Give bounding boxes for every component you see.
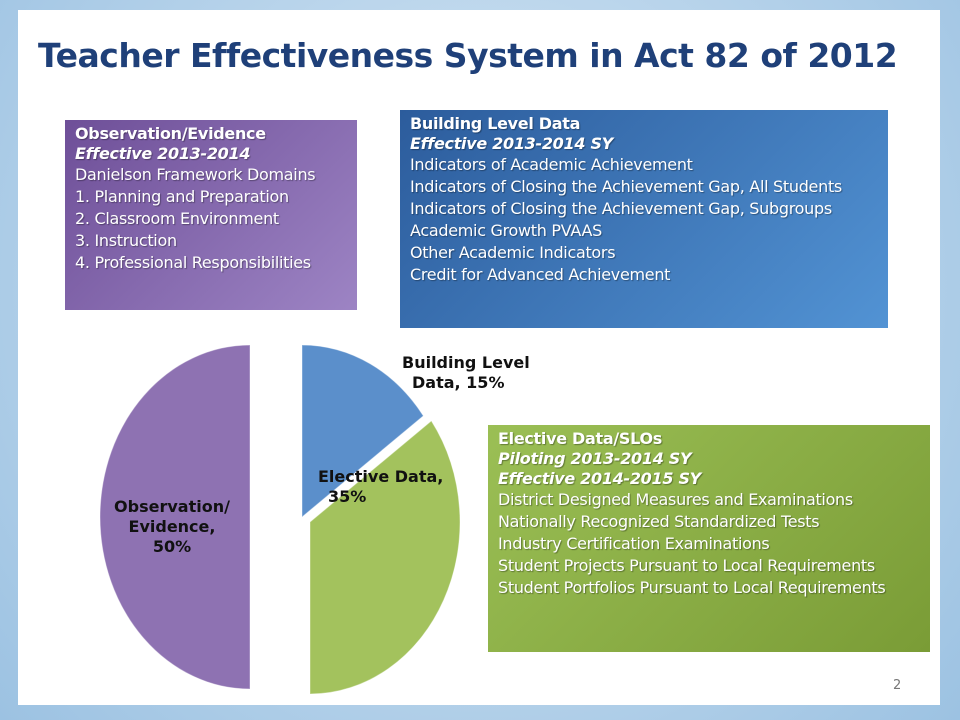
box-item: 3. Instruction bbox=[75, 231, 177, 250]
box-item: Indicators of Academic Achievement bbox=[410, 155, 693, 174]
box-item: District Designed Measures and Examinati… bbox=[498, 490, 853, 509]
box-item: Student Portfolios Pursuant to Local Req… bbox=[498, 578, 886, 597]
box-item: 4. Professional Responsibilities bbox=[75, 253, 311, 272]
pie-slice bbox=[309, 420, 461, 695]
box-item: Indicators of Closing the Achievement Ga… bbox=[410, 177, 842, 196]
slice-label: Building Level bbox=[402, 353, 530, 372]
box-item: Other Academic Indicators bbox=[410, 243, 616, 262]
box-effective: Effective 2013-2014 SY bbox=[410, 134, 613, 153]
box-item: Nationally Recognized Standardized Tests bbox=[498, 512, 820, 531]
slice-label: Evidence, bbox=[129, 517, 216, 536]
slice-label: 50% bbox=[153, 537, 191, 556]
box-item: Indicators of Closing the Achievement Ga… bbox=[410, 199, 832, 218]
slice-label: Data, 15% bbox=[412, 373, 504, 392]
pie-slice bbox=[99, 344, 251, 690]
box-effective: Effective 2014-2015 SY bbox=[498, 469, 701, 488]
box-item: Student Projects Pursuant to Local Requi… bbox=[498, 556, 875, 575]
slice-label: Observation/ bbox=[114, 497, 230, 516]
slide-title: Teacher Effectiveness System in Act 82 o… bbox=[38, 36, 898, 75]
box-item: 1. Planning and Preparation bbox=[75, 187, 289, 206]
pie-slice bbox=[301, 344, 425, 519]
text-box: Observation/Evidence Effective 2013-2014 D… bbox=[65, 120, 357, 310]
text-box: Building Level Data Effective 2013-2014 S… bbox=[400, 110, 888, 328]
box-item: Danielson Framework Domains bbox=[75, 165, 316, 184]
box-item: Academic Growth PVAAS bbox=[410, 221, 602, 240]
box-item: Credit for Advanced Achievement bbox=[410, 265, 671, 284]
box-heading: Elective Data/SLOs bbox=[498, 429, 662, 448]
box-item: Industry Certification Examinations bbox=[498, 534, 770, 553]
box-effective: Piloting 2013-2014 SY bbox=[498, 449, 692, 468]
box-heading: Building Level Data bbox=[410, 114, 581, 133]
slice-label: 35% bbox=[328, 487, 366, 506]
slice-label: Elective Data, bbox=[318, 467, 443, 486]
page-number: 2 bbox=[893, 678, 902, 693]
box-heading: Observation/Evidence bbox=[75, 124, 266, 143]
text-box: Elective Data/SLOs Piloting 2013-2014 SY E… bbox=[488, 425, 930, 652]
box-effective: Effective 2013-2014 bbox=[75, 144, 251, 163]
box-item: 2. Classroom Environment bbox=[75, 209, 279, 228]
